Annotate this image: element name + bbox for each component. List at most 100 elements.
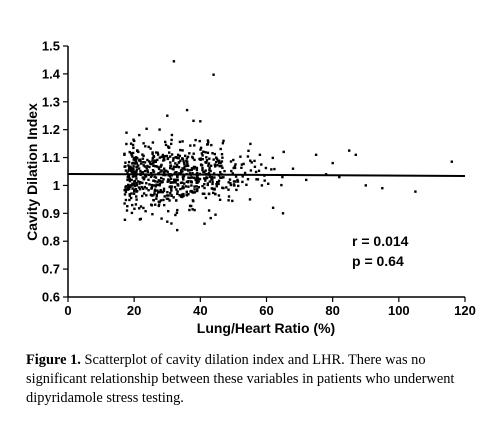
data-point (141, 153, 144, 156)
data-point (141, 181, 144, 185)
data-point (221, 156, 224, 159)
data-point (185, 164, 188, 168)
data-point (232, 166, 235, 170)
data-point (133, 207, 136, 210)
data-point (151, 159, 154, 162)
data-point (227, 195, 231, 198)
data-point (201, 158, 204, 161)
data-point (127, 184, 130, 187)
data-point (206, 182, 209, 185)
data-point (203, 177, 206, 180)
data-point (166, 114, 169, 117)
data-point (145, 167, 148, 170)
data-point (123, 218, 127, 221)
data-point (156, 189, 159, 192)
data-point (267, 182, 270, 185)
data-point (260, 184, 264, 187)
data-point (183, 165, 186, 168)
data-point (193, 167, 196, 170)
data-point (126, 205, 129, 208)
data-point (132, 146, 135, 150)
data-point (142, 142, 145, 145)
data-point (149, 147, 152, 150)
data-point (179, 159, 182, 162)
data-point (158, 182, 162, 186)
data-point (218, 165, 221, 168)
data-point (179, 148, 182, 152)
data-point (153, 192, 156, 195)
data-point (232, 183, 236, 187)
data-point (271, 156, 274, 160)
data-point (176, 192, 179, 195)
data-point (132, 169, 135, 172)
data-point (129, 142, 133, 145)
data-point (222, 176, 225, 179)
data-point (134, 188, 138, 191)
data-point (184, 185, 188, 188)
data-point (222, 139, 225, 142)
data-point (205, 156, 208, 159)
data-point (146, 164, 149, 168)
data-point (213, 163, 217, 166)
data-point (156, 151, 159, 154)
data-point (240, 163, 244, 166)
data-point (190, 181, 193, 184)
data-point (219, 147, 222, 151)
data-point (210, 175, 214, 179)
data-point (220, 160, 224, 163)
data-point (271, 206, 275, 209)
data-point (176, 190, 179, 193)
data-point (124, 198, 128, 202)
data-point (234, 180, 237, 183)
data-point (162, 187, 166, 190)
data-point (225, 186, 228, 189)
data-point (197, 186, 200, 189)
data-point (166, 191, 169, 194)
data-point (237, 184, 240, 188)
data-point (260, 163, 263, 166)
data-point (154, 185, 157, 188)
data-point (191, 172, 194, 175)
data-point (144, 210, 147, 213)
data-point (185, 108, 189, 112)
data-point (234, 163, 237, 166)
data-point (192, 176, 196, 180)
data-point (124, 190, 128, 194)
data-point (128, 179, 132, 183)
data-point (152, 198, 155, 202)
data-point (141, 176, 144, 179)
data-point (200, 152, 204, 155)
data-point (181, 176, 185, 179)
data-point (214, 165, 217, 168)
data-point (181, 149, 184, 152)
data-point (206, 139, 210, 142)
data-point (132, 175, 136, 178)
data-point (258, 153, 262, 156)
data-point (450, 160, 453, 163)
data-point (151, 141, 155, 144)
data-point (135, 165, 138, 168)
data-point (161, 155, 164, 158)
data-point (128, 198, 131, 202)
regression-line (67, 173, 466, 177)
data-point (135, 184, 139, 187)
data-point (240, 166, 243, 169)
data-point (129, 165, 132, 168)
data-point (253, 159, 256, 163)
data-point (199, 163, 203, 166)
data-point (212, 172, 216, 175)
x-tick-label: 120 (454, 303, 476, 318)
data-point (126, 188, 130, 191)
data-point (180, 193, 184, 196)
data-point (171, 181, 174, 184)
data-point (211, 152, 214, 155)
data-point (149, 175, 153, 179)
data-point (165, 154, 169, 158)
data-point (188, 172, 192, 175)
data-point (314, 153, 318, 156)
data-point (157, 166, 160, 169)
y-tick-label: 1.1 (42, 150, 60, 165)
data-point (132, 158, 135, 161)
data-point (196, 178, 199, 182)
